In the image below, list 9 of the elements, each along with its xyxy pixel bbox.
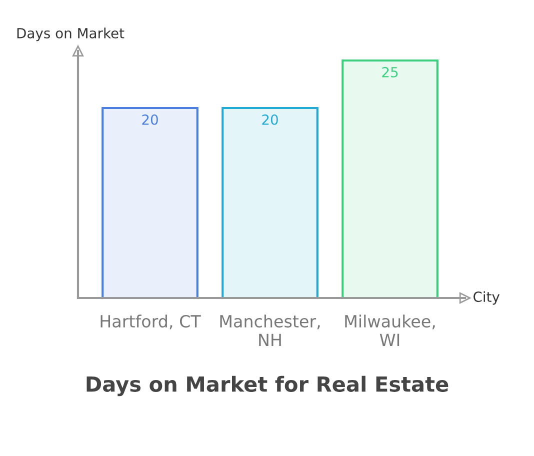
data-label: 20 (142, 114, 158, 125)
data-label: 20 (262, 114, 278, 125)
data-label: 25 (382, 66, 398, 78)
x-tick-label: Milwaukee, WI (345, 314, 435, 346)
x-tick-label: Manchester, NH (220, 314, 320, 346)
x-tick-label: Hartford, CT (100, 314, 201, 330)
x-axis-title: City (474, 291, 500, 305)
y-axis-title: Days on Market (17, 28, 124, 42)
text: Days on Market for Real Estate (86, 376, 448, 396)
